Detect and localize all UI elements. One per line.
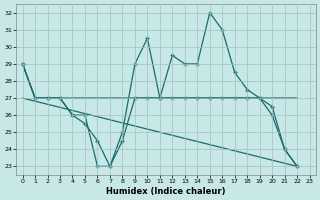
X-axis label: Humidex (Indice chaleur): Humidex (Indice chaleur) [106,187,226,196]
